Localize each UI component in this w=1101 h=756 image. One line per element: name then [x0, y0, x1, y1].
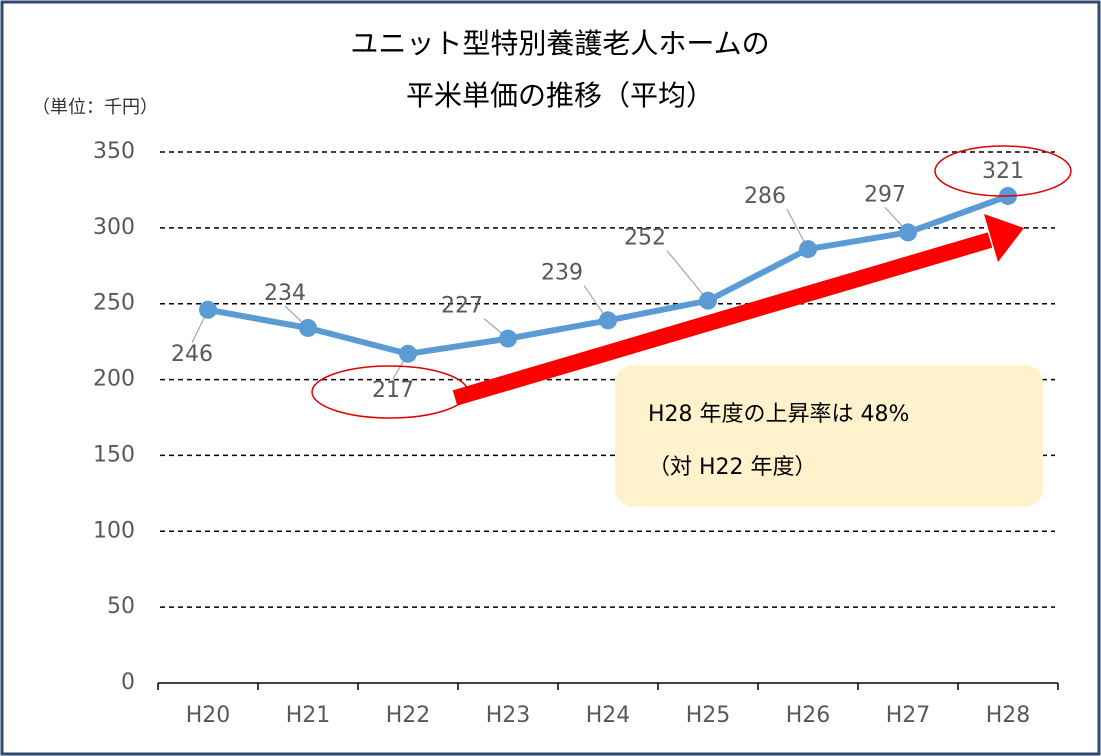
point: [399, 344, 417, 363]
trend-arrow-head: [984, 214, 1024, 262]
y-tick-label: 0: [121, 670, 135, 695]
y-tick-label: 200: [93, 367, 135, 392]
data-label: 217: [372, 378, 414, 403]
unit-label: （単位：千円）: [32, 97, 158, 118]
data-label: 252: [624, 226, 666, 251]
highlight: [311, 365, 469, 419]
data-label: 227: [441, 294, 483, 319]
x-tick-label: H26: [786, 703, 831, 728]
x-tick-label: H25: [686, 703, 731, 728]
data-label: 286: [744, 184, 786, 209]
chart-title: 平米単価の推移（平均）: [406, 79, 714, 112]
point: [699, 291, 717, 310]
point: [499, 329, 517, 348]
data-label: 234: [264, 281, 306, 306]
point: [799, 240, 817, 259]
y-tick-label: 300: [93, 215, 135, 240]
x-tick-label: H23: [486, 703, 531, 728]
x-tick-label: H24: [586, 703, 631, 728]
data-label: 239: [541, 260, 583, 285]
annotation: （対 H22 年度）: [648, 455, 817, 480]
x-tick-label: H28: [986, 703, 1031, 728]
point: [199, 300, 217, 319]
y-tick-label: 100: [93, 518, 135, 543]
point: [299, 318, 317, 337]
annotation: H28 年度の上昇率は 48%: [648, 402, 909, 427]
data-label: 321: [982, 159, 1024, 184]
point: [899, 223, 917, 242]
y-tick-label: 150: [93, 442, 135, 467]
chart-title: ユニット型特別養護老人ホームの: [350, 27, 769, 60]
point: [599, 311, 617, 330]
leader-line: [666, 250, 709, 302]
highlight: [934, 145, 1072, 197]
x-tick-label: H21: [286, 703, 331, 728]
x-tick-label: H22: [386, 703, 431, 728]
annotation-box: [615, 365, 1043, 507]
y-tick-label: 50: [107, 594, 135, 619]
y-tick-label: 350: [93, 139, 135, 164]
data-label: 246: [171, 342, 213, 367]
trend-arrow: [452, 232, 993, 406]
x-tick-label: H27: [886, 703, 931, 728]
x-tick-label: H20: [186, 703, 231, 728]
y-tick-label: 250: [93, 291, 135, 316]
data-label: 297: [864, 182, 906, 207]
